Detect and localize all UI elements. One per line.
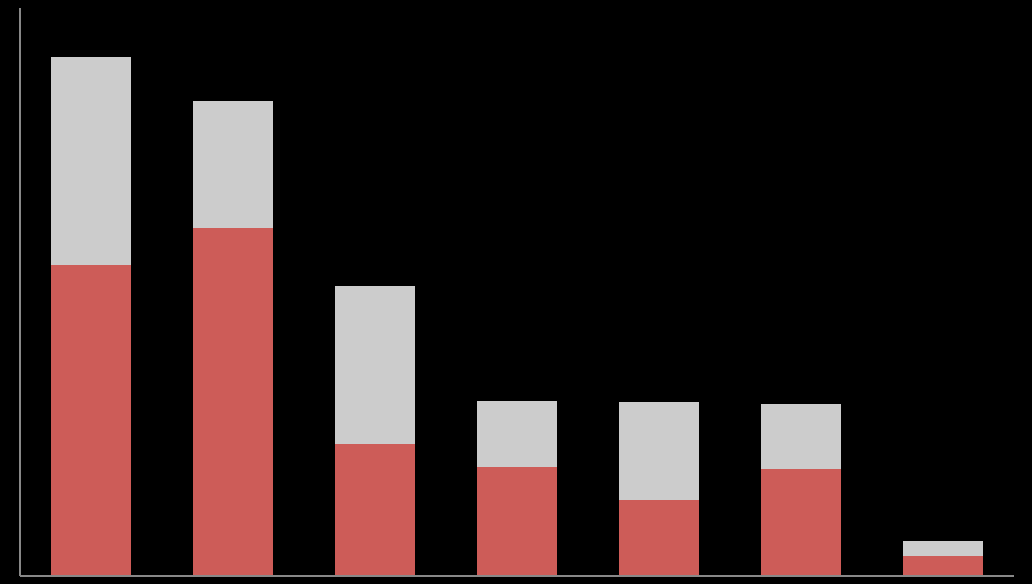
bar-segment <box>335 286 415 444</box>
bar-segment <box>619 500 699 576</box>
bar-segment <box>51 265 131 576</box>
bar-segment <box>903 556 983 576</box>
bar-segment <box>335 444 415 576</box>
bar-segment <box>51 57 131 265</box>
bar-segment <box>761 469 841 576</box>
bar-segment <box>761 404 841 469</box>
bar-segment <box>193 228 273 576</box>
bar-segment <box>193 101 273 228</box>
bar-segment <box>477 401 557 467</box>
bar-segment <box>903 541 983 556</box>
bar-segment <box>477 467 557 576</box>
bar-segment <box>619 402 699 500</box>
